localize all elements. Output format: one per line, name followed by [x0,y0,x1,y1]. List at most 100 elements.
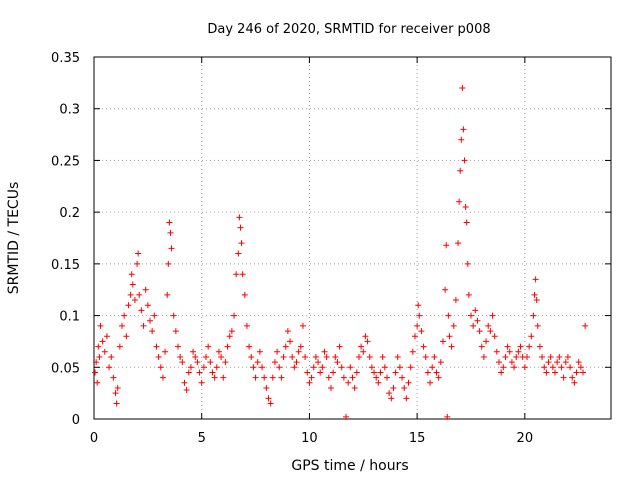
data-point [442,286,449,293]
data-point [489,312,496,319]
x-tick-label: 10 [301,431,318,446]
data-point [533,297,540,304]
data-point [168,245,175,252]
data-point [112,390,119,397]
y-tick-label: 0 [72,413,80,428]
data-point [256,348,263,355]
y-axis-label: SRMTID / TECUs [6,182,22,295]
data-point [246,343,253,350]
data-point [476,328,483,335]
data-point [355,353,362,360]
data-point [491,333,498,340]
data-point [271,359,278,366]
data-point [349,374,356,381]
data-point [498,369,505,376]
data-point [306,379,313,386]
plot-frame [93,56,612,420]
data-point [467,312,474,319]
data-point [379,353,386,360]
data-point [213,364,220,371]
data-point [368,364,375,371]
data-point [280,353,287,360]
data-point [135,250,142,257]
data-point [478,343,485,350]
data-point [465,291,472,298]
y-tick-label: 0.05 [51,361,80,376]
data-point [289,353,296,360]
data-point [165,260,172,267]
data-point [274,348,281,355]
data-point [539,353,546,360]
data-point [480,353,487,360]
data-point [299,322,306,329]
data-point [415,302,422,309]
data-point [233,271,240,278]
data-point [237,224,244,231]
data-point [427,379,434,386]
data-point [293,359,300,366]
data-point [414,322,421,329]
data-point [458,136,465,143]
data-point [407,364,414,371]
data-point [502,353,509,360]
data-point [567,364,574,371]
data-point [446,333,453,340]
data-point [127,291,134,298]
data-point [532,276,539,283]
data-point [416,312,423,319]
data-point [554,359,561,366]
data-point [508,359,515,366]
data-point [560,374,567,381]
data-point [536,343,543,350]
data-point [248,353,255,360]
y-tick-label: 0.35 [51,51,80,66]
data-point [315,359,322,366]
data-point [108,353,115,360]
data-point [252,374,259,381]
data-point [530,312,537,319]
data-point [431,353,438,360]
data-point [215,348,222,355]
data-point [500,364,507,371]
data-point [558,364,565,371]
data-point [439,338,446,345]
data-point [144,302,151,309]
data-point [330,369,337,376]
data-point [353,369,360,376]
data-point [515,348,522,355]
data-point [444,413,451,420]
y-tick-label: 0.3 [59,103,80,118]
data-point [128,271,135,278]
data-point [149,328,156,335]
data-point [276,364,283,371]
data-point [455,240,462,247]
data-point [582,322,589,329]
data-point [211,374,218,381]
data-point [547,353,554,360]
data-point [460,126,467,133]
x-axis-label: GPS time / hours [291,458,408,474]
data-point [177,353,184,360]
data-point [375,379,382,386]
data-point [470,322,477,329]
data-point [506,348,513,355]
data-point [462,203,469,210]
data-point [284,328,291,335]
data-point [551,369,558,376]
data-point [388,395,395,402]
data-point [310,364,317,371]
data-point [569,374,576,381]
data-point [291,364,298,371]
data-point [422,353,429,360]
data-point [265,395,272,402]
data-point [238,240,245,247]
data-point [198,379,205,386]
data-point [101,348,108,355]
data-point [511,364,518,371]
data-point [114,384,121,391]
data-point [403,395,410,402]
data-point [226,333,233,340]
data-point [364,338,371,345]
data-point [493,348,500,355]
data-point [142,286,149,293]
